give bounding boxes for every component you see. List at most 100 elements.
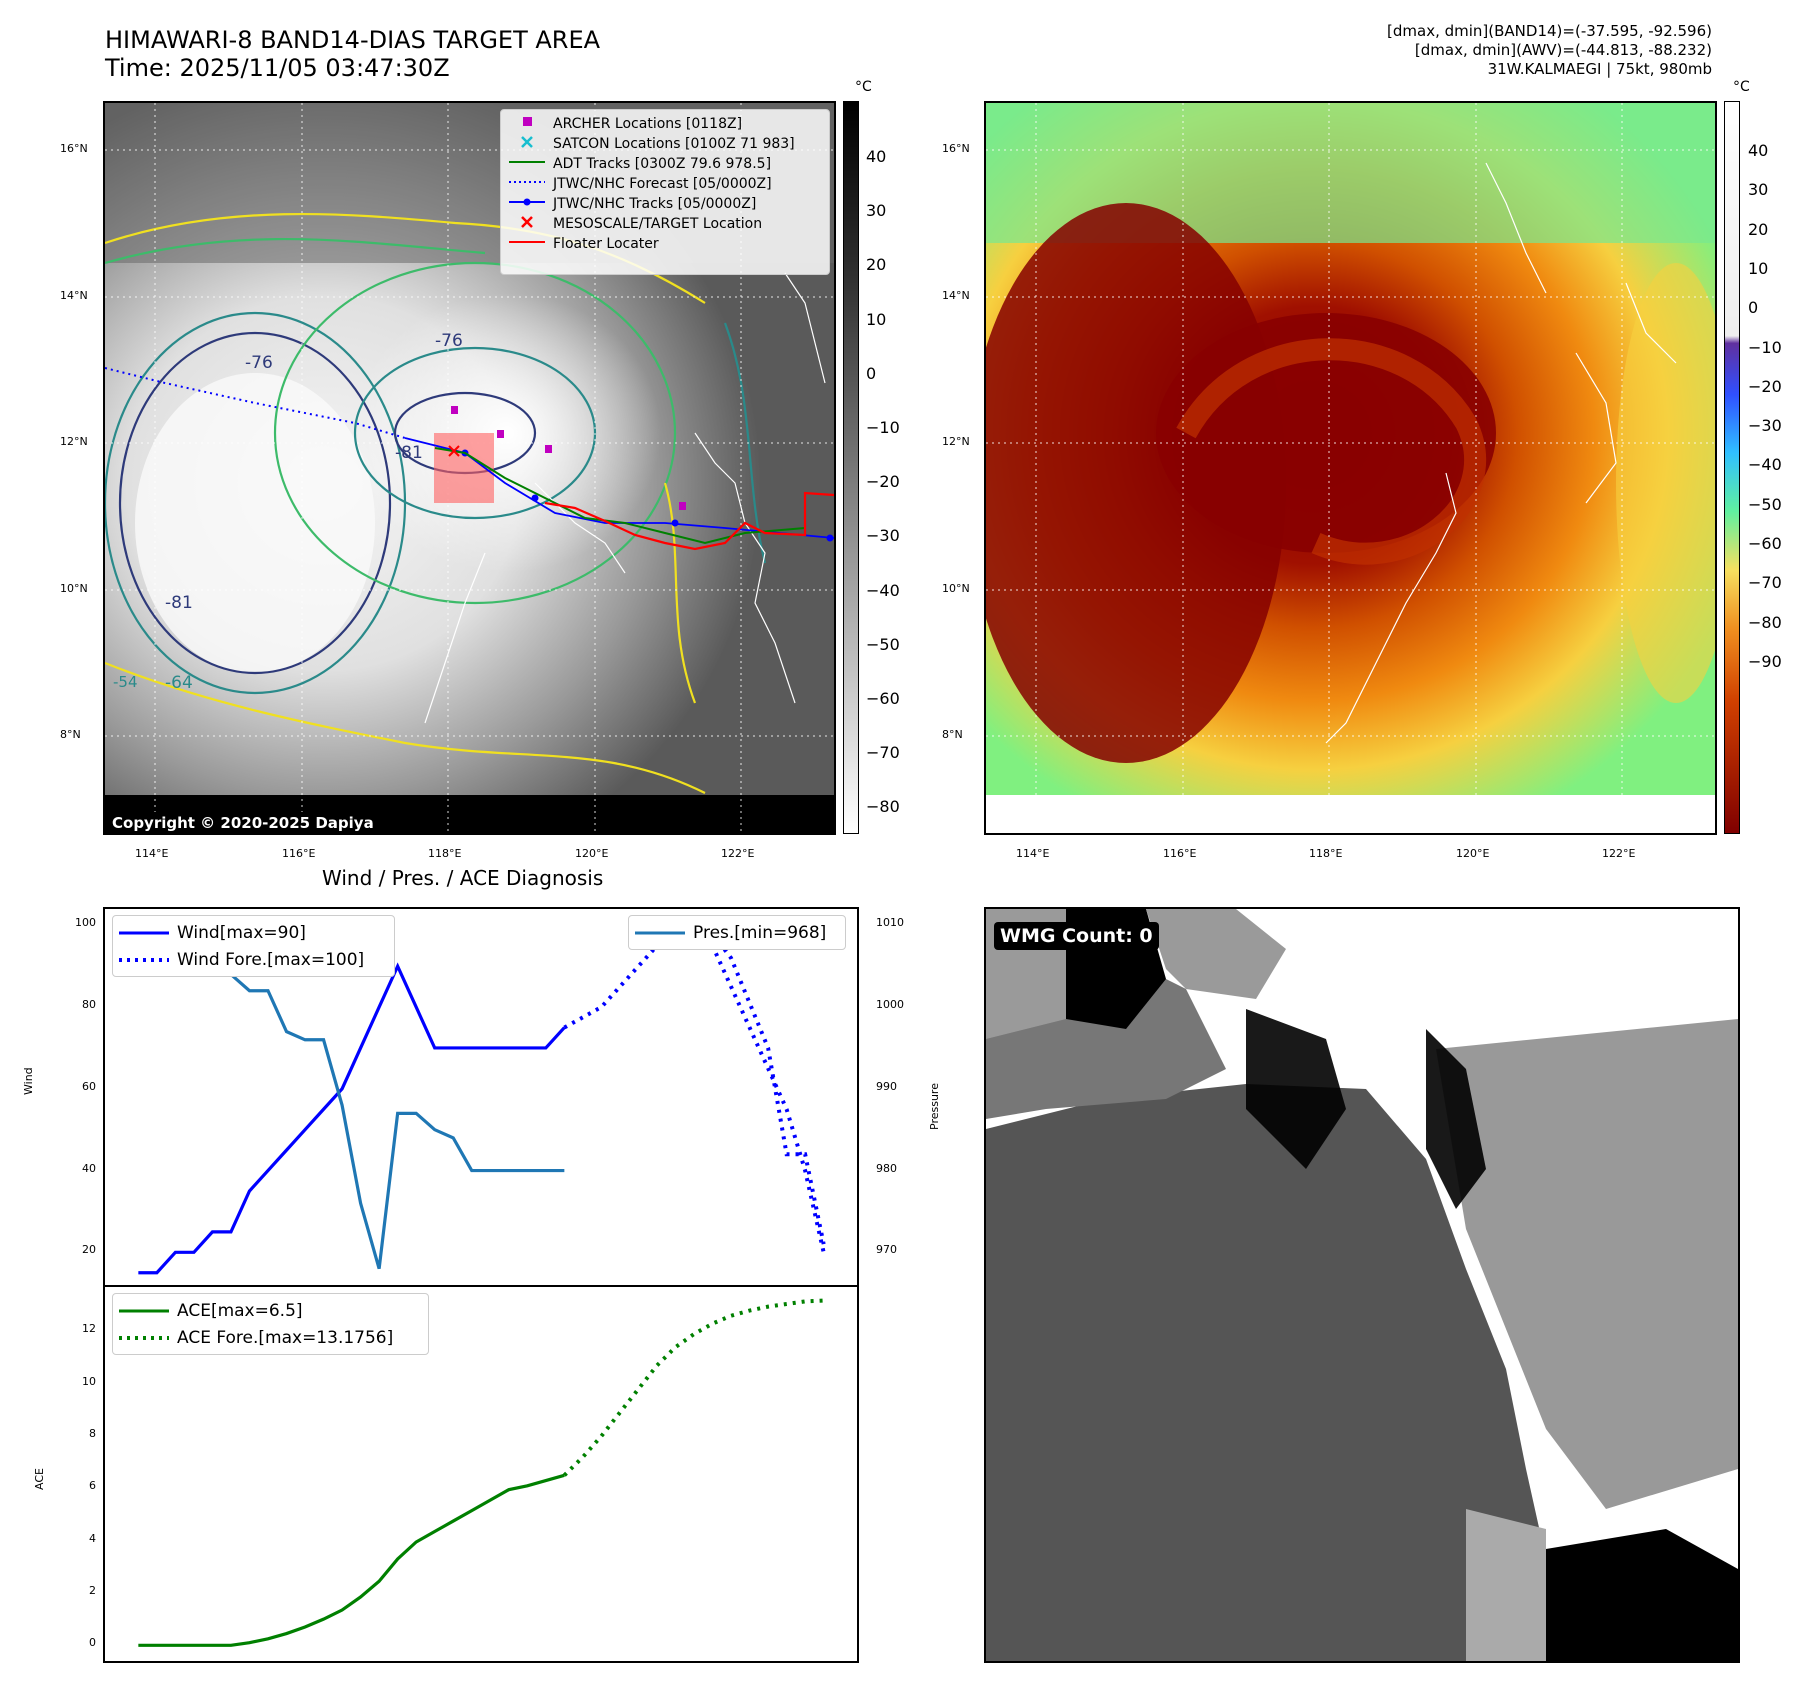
- colorbar-tick-label: −60: [866, 689, 900, 708]
- map-legend-item: JTWC/NHC Forecast [05/0000Z]: [509, 174, 821, 194]
- wind-line: [138, 962, 566, 1275]
- awv-lon-tick-118: 118°E: [1309, 847, 1343, 860]
- lon-tick-116: 116°E: [282, 847, 316, 860]
- lon-tick-118: 118°E: [428, 847, 462, 860]
- map-legend-item: JTWC/NHC Tracks [05/0000Z]: [509, 194, 821, 214]
- colorbar-tick-label: 30: [1748, 180, 1769, 200]
- figure-title: HIMAWARI-8 BAND14-DIAS TARGET AREA Time:…: [105, 26, 600, 82]
- awv-lon-tick-114: 114°E: [1016, 847, 1050, 860]
- stats-line-3: 31W.KALMAEGI | 75kt, 980mb: [1487, 60, 1712, 78]
- ace-line: [138, 1473, 565, 1647]
- contour-label-2: -81: [395, 443, 423, 463]
- colorbar-tick-label: −50: [1748, 494, 1782, 514]
- ace-fore-legend-item: ACE Fore.[max=13.1756]: [119, 1324, 422, 1351]
- lat-tick-12: 12°N: [60, 435, 88, 448]
- lat-tick-14: 14°N: [60, 289, 88, 302]
- colorbar-tick-label: −40: [1748, 455, 1782, 475]
- wind-legend-label: Wind[max=90]: [177, 922, 306, 943]
- ace-tick-label: 10: [82, 1374, 96, 1388]
- pressure-legend: Pres.[min=968]: [628, 915, 846, 950]
- map-legend-item: MESOSCALE/TARGET Location: [509, 214, 821, 234]
- lat-tick-8: 8°N: [60, 728, 81, 741]
- wmg-panel[interactable]: [984, 907, 1740, 1663]
- legend-symbol-icon: [509, 196, 545, 212]
- diagnosis-title: Wind / Pres. / ACE Diagnosis: [322, 866, 604, 890]
- ace-tick-label: 4: [89, 1531, 96, 1545]
- wind-tick-label: 80: [82, 998, 96, 1012]
- wind-legend-item: Wind[max=90]: [119, 919, 388, 946]
- awv-map-image: [986, 103, 1715, 833]
- legend-symbol-icon: [509, 116, 545, 132]
- colorbar-tick-label: 0: [1748, 298, 1759, 318]
- lon-tick-120: 120°E: [575, 847, 609, 860]
- contour-label-3: -76: [245, 353, 273, 373]
- ace-legend-label: ACE[max=6.5]: [177, 1300, 303, 1321]
- wind-axis-label: Wind: [22, 1067, 35, 1095]
- wind-tick-label: 60: [82, 1079, 96, 1093]
- awv-map-panel[interactable]: [984, 101, 1717, 835]
- colorbar-tick-label: −60: [1748, 534, 1782, 553]
- awv-lon-tick-122: 122°E: [1602, 847, 1636, 860]
- awv-lat-tick-8: 8°N: [942, 728, 963, 741]
- wind-tick-label: 100: [75, 916, 96, 930]
- colorbar-tick-label: −50: [866, 634, 900, 654]
- map-legend-item: Floater Locater: [509, 234, 821, 254]
- map-legend-item: ADT Tracks [0300Z 79.6 978.5]: [509, 154, 821, 174]
- colorbar-tick-label: −80: [1748, 612, 1782, 632]
- map-legend-label: SATCON Locations [0100Z 71 983]: [553, 136, 795, 152]
- title-line-1: HIMAWARI-8 BAND14-DIAS TARGET AREA: [105, 26, 601, 54]
- ace-axis-label: ACE: [33, 1468, 46, 1490]
- colorbar-tick-label: −70: [1748, 573, 1782, 593]
- colorbar-tick-label: −20: [866, 472, 900, 492]
- stats-header: [dmax, dmin](BAND14)=(-37.595, -92.596) …: [1387, 22, 1712, 79]
- wind-tick-label: 20: [82, 1243, 96, 1257]
- contour-label-5: -64: [165, 673, 193, 693]
- lat-tick-16: 16°N: [60, 142, 88, 155]
- wind-forecast-line: [563, 923, 826, 1253]
- pressure-tick-label: 1000: [876, 998, 904, 1012]
- legend-symbol-icon: [509, 136, 545, 152]
- awv-lat-tick-12: 12°N: [942, 435, 970, 448]
- pressure-tick-label: 1010: [876, 916, 904, 930]
- ace-legend-item: ACE[max=6.5]: [119, 1297, 422, 1324]
- colorbar-tick-label: −20: [1748, 376, 1782, 396]
- colorbar-tick-label: 20: [866, 255, 887, 275]
- ir-colorbar-gradient: [843, 101, 859, 834]
- map-legend-item: SATCON Locations [0100Z 71 983]: [509, 134, 821, 154]
- contour-label-1: -76: [435, 331, 463, 351]
- pres-legend-label: Pres.[min=968]: [693, 922, 827, 943]
- colorbar-tick-label: 40: [1748, 141, 1769, 160]
- ace-tick-label: 6: [89, 1479, 96, 1493]
- map-legend-label: MESOSCALE/TARGET Location: [553, 216, 763, 232]
- colorbar-tick-label: 10: [866, 309, 887, 329]
- awv-lat-tick-16: 16°N: [942, 142, 970, 155]
- ace-tick-label: 8: [89, 1427, 96, 1441]
- colorbar-tick-label: 30: [866, 201, 887, 221]
- lon-tick-122: 122°E: [721, 847, 755, 860]
- wmg-image: [986, 909, 1738, 1661]
- colorbar-tick-label: −40: [866, 580, 900, 600]
- colorbar-tick-label: 0: [866, 363, 877, 383]
- ace-tick-label: 2: [89, 1584, 96, 1597]
- map-legend-item: ARCHER Locations [0118Z]: [509, 114, 821, 134]
- awv-lat-tick-14: 14°N: [942, 289, 970, 302]
- colorbar-tick-label: −90: [1748, 651, 1782, 671]
- map-legend-label: JTWC/NHC Forecast [05/0000Z]: [553, 176, 772, 192]
- awv-colorbar-gradient: [1724, 101, 1740, 834]
- legend-symbol-icon: [509, 236, 545, 252]
- legend-symbol-icon: [509, 216, 545, 232]
- wind-tick-label: 40: [82, 1161, 96, 1175]
- pres-legend-item: Pres.[min=968]: [635, 919, 839, 946]
- colorbar-tick-label: −70: [866, 743, 900, 763]
- colorbar-tick-label: −10: [866, 418, 900, 437]
- diagnosis-chart-panel[interactable]: [103, 907, 859, 1663]
- ace-fore-legend-label: ACE Fore.[max=13.1756]: [177, 1327, 394, 1348]
- awv-colorbar-unit: °C: [1733, 79, 1750, 95]
- pressure-tick-label: 980: [876, 1161, 897, 1175]
- legend-symbol-icon: [509, 176, 545, 192]
- wind-legend: Wind[max=90] Wind Fore.[max=100]: [112, 915, 395, 977]
- stats-line-2: [dmax, dmin](AWV)=(-44.813, -88.232): [1414, 41, 1712, 59]
- awv-lon-tick-116: 116°E: [1163, 847, 1197, 860]
- colorbar-tick-label: −80: [866, 797, 900, 817]
- pressure-axis-label: Pressure: [928, 1083, 941, 1130]
